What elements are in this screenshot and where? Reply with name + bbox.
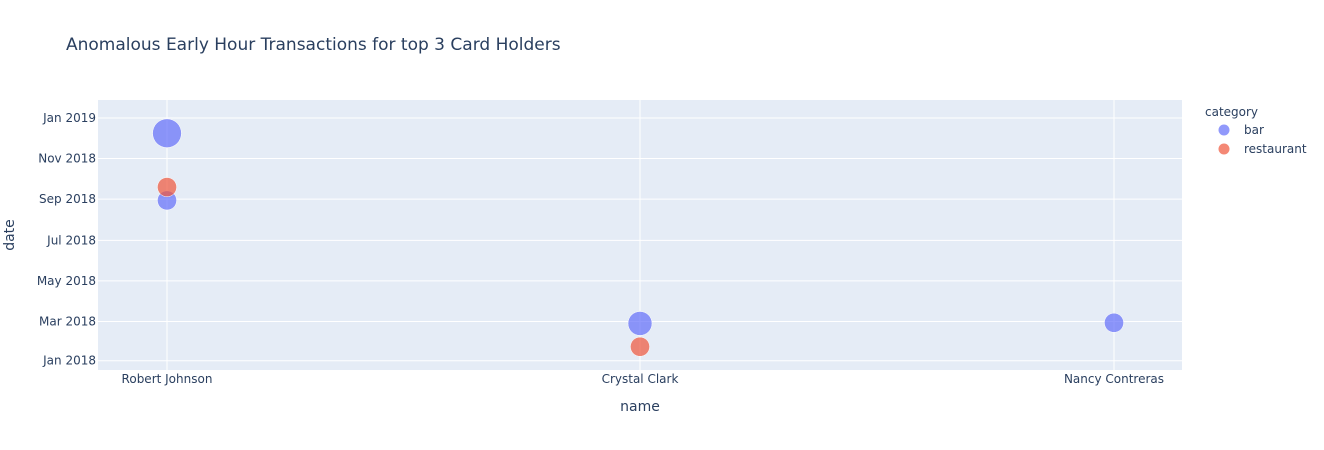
x-tick-label: Robert Johnson <box>122 372 213 386</box>
y-tick-label: Sep 2018 <box>39 192 96 206</box>
chart-title: Anomalous Early Hour Transactions for to… <box>66 35 561 55</box>
legend-marker-bar <box>1218 124 1230 136</box>
x-axis-ticks: Robert Johnson Crystal Clark Nancy Contrer… <box>122 372 1164 386</box>
data-point-bar <box>627 311 653 336</box>
y-axis-ticks: Jan 2018 Mar 2018 May 2018 Jul 2018 Sep 2018… <box>37 111 96 368</box>
data-point-bar <box>1104 312 1124 333</box>
y-tick-label: Jul 2018 <box>46 233 96 247</box>
x-axis-title: name <box>620 399 660 415</box>
x-tick-label: Crystal Clark <box>602 372 679 386</box>
legend-label-bar: bar <box>1244 123 1264 137</box>
y-tick-label: Jan 2019 <box>42 111 96 125</box>
y-tick-label: Nov 2018 <box>38 152 96 166</box>
legend-label-restaurant: restaurant <box>1244 142 1307 156</box>
legend: category bar restaurant <box>1205 105 1307 156</box>
y-axis-title: date <box>2 219 18 251</box>
y-tick-label: Jan 2018 <box>42 354 96 368</box>
data-points <box>152 118 1124 357</box>
legend-title: category <box>1205 105 1258 119</box>
y-tick-label: Mar 2018 <box>39 314 96 328</box>
x-tick-label: Nancy Contreras <box>1064 372 1164 386</box>
data-point-restaurant <box>630 336 650 357</box>
data-point-bar <box>152 118 182 148</box>
legend-marker-restaurant <box>1218 143 1230 155</box>
data-point-restaurant <box>157 177 177 197</box>
y-tick-label: May 2018 <box>37 274 96 288</box>
